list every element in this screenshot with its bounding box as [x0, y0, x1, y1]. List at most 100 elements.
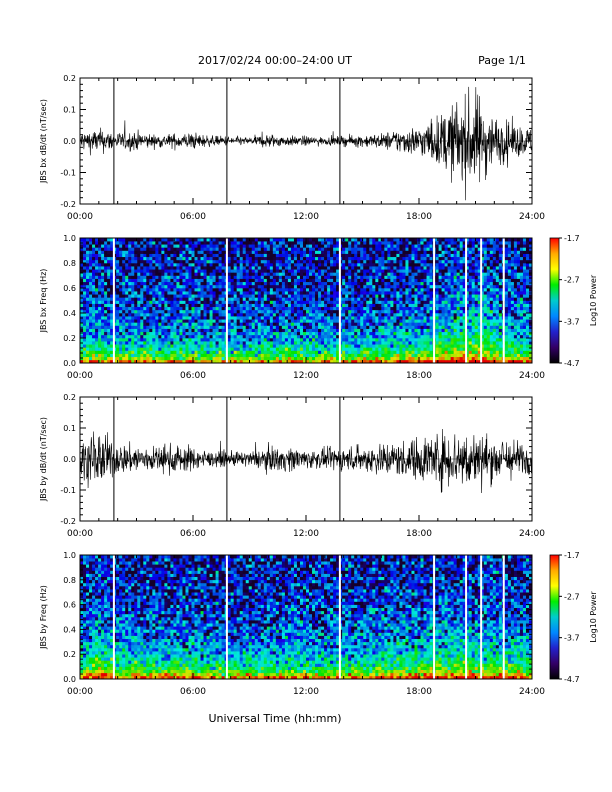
spectrogram-cell: [333, 341, 337, 345]
spectrogram-cell: [336, 247, 340, 251]
spectrogram-cell: [378, 253, 382, 258]
spectrogram-cell: [80, 288, 84, 292]
spectrogram-cell: [263, 313, 268, 317]
spectrogram-cell: [83, 344, 87, 348]
spectrogram-cell: [360, 263, 364, 267]
spectrogram-cell: [158, 303, 162, 308]
spectrogram-cell: [137, 319, 141, 323]
spectrogram-cell: [333, 238, 337, 242]
spectrogram-cell: [293, 291, 298, 295]
spectrogram-cell: [345, 359, 349, 364]
spectrogram-cell: [146, 266, 150, 270]
spectrogram-cell: [251, 291, 256, 295]
spectrogram-cell: [107, 269, 111, 273]
spectrogram-cell: [170, 347, 174, 351]
spectrogram-cell: [140, 244, 144, 248]
spectrogram-cell: [309, 350, 313, 354]
spectrogram-cell: [98, 313, 102, 317]
spectrogram-cell: [239, 313, 244, 317]
spectrogram-cell: [269, 334, 274, 339]
spectrogram-cell: [318, 250, 322, 254]
spectrogram-cell: [107, 350, 111, 354]
spectrogram-cell: [438, 297, 442, 301]
spectrogram-cell: [390, 319, 394, 323]
spectrogram-cell: [369, 325, 373, 329]
spectrogram-cell: [342, 334, 346, 339]
spectrogram-cell: [444, 303, 448, 308]
spectrogram-cell: [182, 250, 186, 254]
spectrogram-cell: [375, 259, 379, 264]
spectrogram-cell: [179, 238, 183, 242]
spectrogram-cell: [342, 278, 346, 283]
spectrogram-cell: [284, 291, 289, 295]
spectrogram-cell: [185, 316, 189, 320]
spectrogram-cell: [173, 322, 177, 326]
spectrogram-cell: [251, 272, 256, 276]
spectrogram-cell: [296, 347, 301, 351]
spectrogram-cell: [182, 347, 186, 351]
spectrogram-cell: [348, 322, 352, 326]
spectrogram-cell: [200, 325, 204, 329]
spectrogram-cell: [345, 281, 349, 286]
spectrogram-cell: [173, 325, 177, 329]
spectrogram-cell: [170, 291, 174, 295]
spectrogram-cell: [191, 316, 195, 320]
spectrogram-cell: [227, 288, 231, 292]
spectrogram-cell: [278, 250, 283, 254]
spectrogram-cell: [92, 322, 96, 326]
spectrogram-cell: [155, 338, 159, 342]
spectrogram-cell: [336, 266, 340, 270]
spectrogram-cell: [263, 259, 268, 264]
spectrogram-cell: [239, 259, 244, 264]
spectrogram-cell: [179, 300, 183, 304]
spectrogram-cell: [369, 334, 373, 339]
spectrogram-cell: [357, 353, 361, 358]
spectrogram-cell: [417, 284, 421, 289]
spectrogram-cell: [101, 300, 105, 304]
spectrogram-cell: [230, 294, 234, 298]
spectrogram-cell: [417, 272, 421, 276]
spectrogram-cell: [299, 319, 304, 323]
spectrogram-cell: [444, 300, 448, 304]
spectrogram-cell: [152, 322, 156, 326]
spectrogram-cell: [390, 359, 394, 364]
spectrogram-cell: [324, 253, 328, 258]
spectrogram-cell: [182, 256, 186, 261]
spectrogram-cell: [80, 278, 84, 283]
spectrogram-cell: [360, 269, 364, 273]
spectrogram-cell: [333, 281, 337, 286]
spectrogram-cell: [122, 319, 126, 323]
spectrogram-cell: [357, 319, 361, 323]
spectrogram-cell: [342, 272, 346, 276]
spectrogram-cell: [95, 250, 99, 254]
spectrogram-cell: [390, 306, 394, 311]
spectrogram-cell: [444, 247, 448, 251]
spectrogram-cell: [378, 309, 382, 314]
spectrogram-cell: [182, 300, 186, 304]
spectrogram-cell: [215, 303, 219, 308]
spectrogram-cell: [438, 272, 442, 276]
spectrogram-cell: [435, 319, 439, 323]
spectrogram-cell: [299, 284, 304, 289]
spectrogram-cell: [173, 247, 177, 251]
spectrogram-cell: [263, 316, 268, 320]
spectrogram-cell: [221, 272, 225, 276]
spectrogram-cell: [318, 334, 322, 339]
spectrogram-cell: [411, 250, 415, 254]
spectrogram-cell: [146, 328, 150, 333]
spectrogram-cell: [321, 300, 325, 304]
spectrogram-cell: [128, 359, 132, 364]
spectrogram-cell: [354, 359, 358, 364]
spectrogram-cell: [89, 328, 93, 333]
spectrogram-cell: [260, 238, 265, 242]
spectrogram-cell: [312, 284, 316, 289]
spectrogram-cell: [83, 322, 87, 326]
spectrogram-cell: [251, 300, 256, 304]
spectrogram-cell: [200, 338, 204, 342]
x-tick-label: 00:00: [67, 212, 93, 222]
spectrogram-cell: [149, 294, 153, 298]
spectrogram-cell: [414, 278, 418, 283]
spectrogram-cell: [230, 275, 234, 279]
spectrogram-cell: [251, 331, 256, 336]
spectrogram-cell: [89, 356, 93, 361]
